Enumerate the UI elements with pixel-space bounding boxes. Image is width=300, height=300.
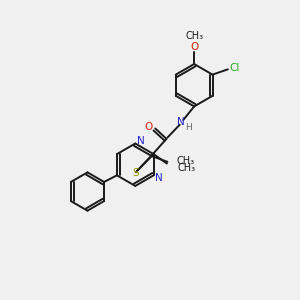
Text: S: S [132, 168, 139, 178]
Text: O: O [144, 122, 152, 132]
Text: N: N [137, 136, 145, 146]
Text: CH₃: CH₃ [185, 31, 203, 41]
Text: CH₃: CH₃ [177, 156, 195, 166]
Text: N: N [177, 117, 184, 127]
Text: N: N [155, 173, 163, 183]
Text: CH₃: CH₃ [177, 163, 195, 173]
Text: O: O [190, 42, 198, 52]
Text: H: H [185, 123, 192, 132]
Text: Cl: Cl [229, 63, 239, 73]
